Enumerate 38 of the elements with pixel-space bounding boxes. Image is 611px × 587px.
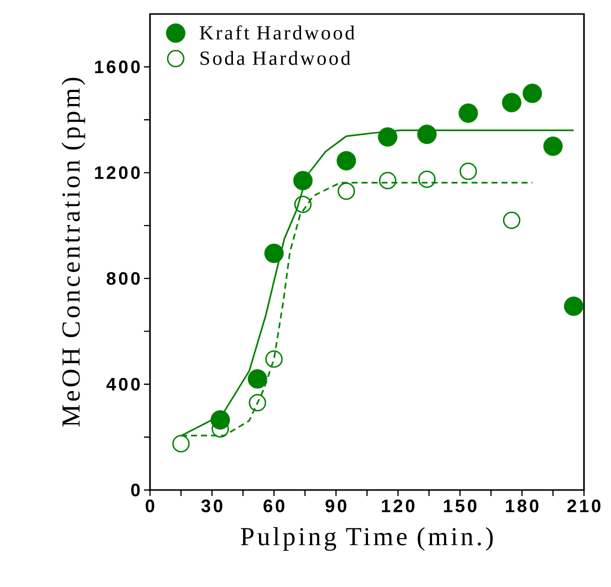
legend-label: Kraft Hardwood (200, 25, 355, 40)
point (338, 182, 356, 200)
y-tick-label: 0 (131, 484, 140, 496)
point (460, 162, 477, 180)
point (564, 296, 584, 316)
y-tick-label: 800 (106, 272, 140, 285)
x-tick-label: 0 (146, 500, 154, 512)
point (294, 196, 312, 214)
point (543, 136, 563, 156)
point (458, 103, 478, 123)
x-tick-label: 60 (264, 500, 284, 512)
x-axis-title: Pulping Time (min.) (240, 527, 493, 551)
y-tick-label: 1200 (95, 166, 140, 180)
point (418, 170, 436, 188)
y-tick-label: 1600 (95, 60, 140, 74)
point (293, 170, 313, 190)
point (172, 435, 190, 452)
x-tick-label: 90 (326, 500, 346, 512)
point (210, 410, 230, 430)
point (378, 172, 396, 190)
point (264, 244, 284, 264)
y-tick-label: 400 (106, 378, 140, 391)
x-tick-label: 120 (382, 500, 414, 512)
point (502, 92, 522, 112)
x-tick-label: 210 (567, 500, 600, 512)
point (502, 212, 520, 229)
x-tick-label: 150 (444, 500, 476, 512)
point (265, 350, 283, 368)
y-axis-title: MeOH Concentration (ppm) (62, 78, 86, 427)
point (417, 124, 437, 144)
x-tick-label: 180 (506, 500, 538, 512)
legend-label: Soda Hardwood (200, 50, 350, 65)
point (248, 369, 268, 389)
x-tick-label: 30 (201, 500, 222, 512)
point (248, 394, 266, 412)
point (522, 84, 542, 104)
point (378, 127, 398, 147)
point (336, 151, 356, 170)
